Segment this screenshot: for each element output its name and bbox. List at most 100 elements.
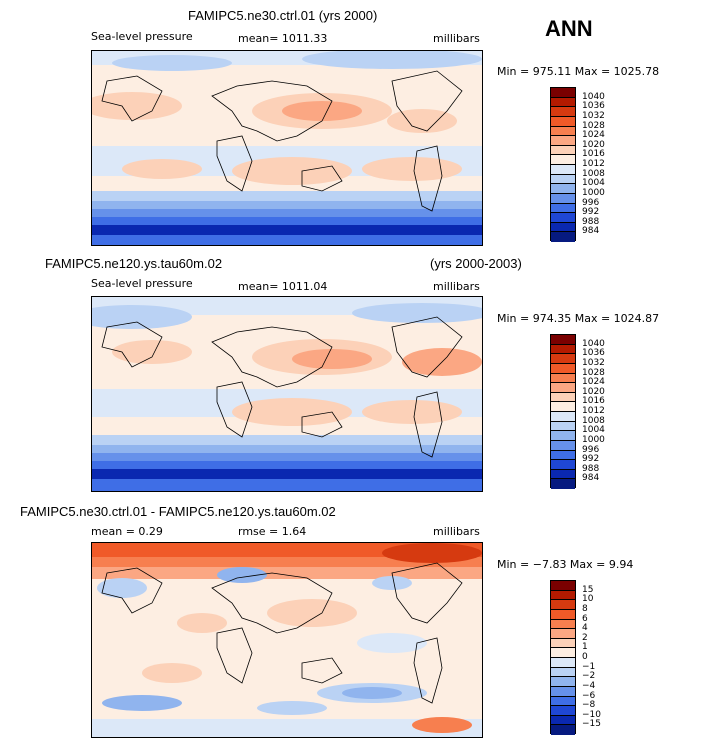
colorbar-swatch [551,658,575,668]
colorbar-tick-label: 4 [582,623,588,634]
colorbar-swatch [551,460,575,470]
colorbar-swatch [551,696,575,707]
colorbar-tick-label: 1000 [582,187,605,198]
colorbar-tick-label: 1020 [582,386,605,397]
colorbar-tick-label: 996 [582,444,600,455]
colorbar-swatch [551,469,575,480]
colorbar-swatch [551,686,575,697]
colorbar-tick-label: −4 [582,680,596,691]
panel1-units: millibars [433,32,480,45]
colorbar-tick-label: 1036 [582,101,605,112]
colorbar-swatch [551,363,575,374]
colorbar-tick-label: 1020 [582,139,605,150]
colorbar-swatch [551,184,575,194]
colorbar-swatch [551,431,575,441]
colorbar-tick-label: 1024 [582,377,605,388]
colorbar-tick-label: 988 [582,216,600,227]
colorbar-tick-label: 1028 [582,120,605,131]
season-label: ANN [545,16,593,41]
colorbar-swatch [551,600,575,610]
colorbar-swatch [551,638,575,649]
colorbar-tick-label: 1016 [582,396,605,407]
colorbar-swatch [551,213,575,223]
panel2-map-svg [92,297,482,491]
colorbar-tick-label: 2 [582,632,588,643]
panel1-map [91,50,483,246]
colorbar-tick-label: 1012 [582,406,605,416]
colorbar-swatch [551,440,575,451]
colorbar-tick-label: 1004 [582,425,605,436]
panel1-field-label: Sea-level pressure [91,30,193,43]
panel3-rmse: rmse = 1.64 [238,525,307,538]
panel2-mean: mean= 1011.04 [238,280,328,293]
colorbar-swatch [551,383,575,393]
panel2-map [91,296,483,492]
colorbar-swatch [551,116,575,127]
colorbar-swatch [551,609,575,620]
panel3-units: millibars [433,525,480,538]
colorbar-swatch [551,136,575,146]
colorbar-tick-label: −1 [582,661,596,672]
colorbar-swatch [551,88,575,98]
colorbar-tick-label: 1012 [582,159,605,169]
panel3-title: FAMIPC5.ne30.ctrl.01 - FAMIPC5.ne120.ys.… [20,504,336,519]
colorbar-tick-label: 1040 [582,91,605,102]
colorbar-swatch [551,629,575,639]
panel1-mean: mean= 1011.33 [238,32,328,45]
colorbar-tick-label: −2 [582,671,596,682]
panel1-minmax: Min = 975.11 Max = 1025.78 [497,65,660,78]
colorbar-swatch [551,354,575,364]
panel2-field-label: Sea-level pressure [91,277,193,290]
colorbar-tick-label: 1008 [582,168,605,179]
colorbar-swatch [551,402,575,412]
panel3-map [91,542,483,738]
colorbar-tick-label: 1000 [582,434,605,445]
colorbar-swatch [551,232,575,242]
colorbar-tick-label: 10 [582,594,594,605]
colorbar-swatch [551,126,575,137]
colorbar-swatch [551,619,575,630]
panel3-minmax: Min = −7.83 Max = 9.94 [497,558,634,571]
colorbar-tick-label: 988 [582,463,600,474]
colorbar-swatch [551,648,575,658]
colorbar-tick-label: −10 [582,709,601,720]
colorbar-swatch [551,97,575,108]
colorbar-swatch [551,335,575,345]
colorbar-swatch [551,667,575,678]
colorbar-swatch [551,392,575,403]
colorbar-tick-label: −8 [582,700,596,711]
colorbar-panel1 [550,87,576,242]
colorbar-tick-label: 984 [582,226,600,237]
colorbar-tick-label: 996 [582,197,600,208]
colorbar-swatch [551,412,575,422]
colorbar-tick-label: 1 [582,642,588,653]
colorbar-tick-label: 1040 [582,338,605,349]
colorbar-tick-label: 1024 [582,130,605,141]
panel3-map-svg [92,543,482,737]
colorbar-tick-label: 0 [582,652,588,662]
panel3-mean: mean = 0.29 [91,525,163,538]
colorbar-tick-label: 15 [582,584,594,595]
colorbar-tick-label: 1028 [582,367,605,378]
panel2-title: FAMIPC5.ne120.ys.tau60m.02 [45,256,223,271]
colorbar-swatch [551,222,575,233]
colorbar-tick-label: 1036 [582,348,605,359]
panel2-years: (yrs 2000-2003) [430,256,522,271]
colorbar-swatch [551,581,575,591]
colorbar-tick-label: 1016 [582,149,605,160]
colorbar-swatch [551,203,575,214]
colorbar-tick-label: 6 [582,613,588,624]
panel1-title: FAMIPC5.ne30.ctrl.01 (yrs 2000) [188,8,378,23]
colorbar-swatch [551,715,575,726]
panel1-map-svg [92,51,482,245]
colorbar-swatch [551,193,575,204]
colorbar-swatch [551,344,575,355]
colorbar-swatch [551,145,575,156]
colorbar-tick-label: 1004 [582,178,605,189]
colorbar-swatch [551,479,575,489]
colorbar-tick-label: 1032 [582,357,605,368]
colorbar-swatch [551,706,575,716]
colorbar-tick-label: 992 [582,454,600,465]
colorbar-swatch [551,725,575,735]
colorbar-swatch [551,107,575,117]
